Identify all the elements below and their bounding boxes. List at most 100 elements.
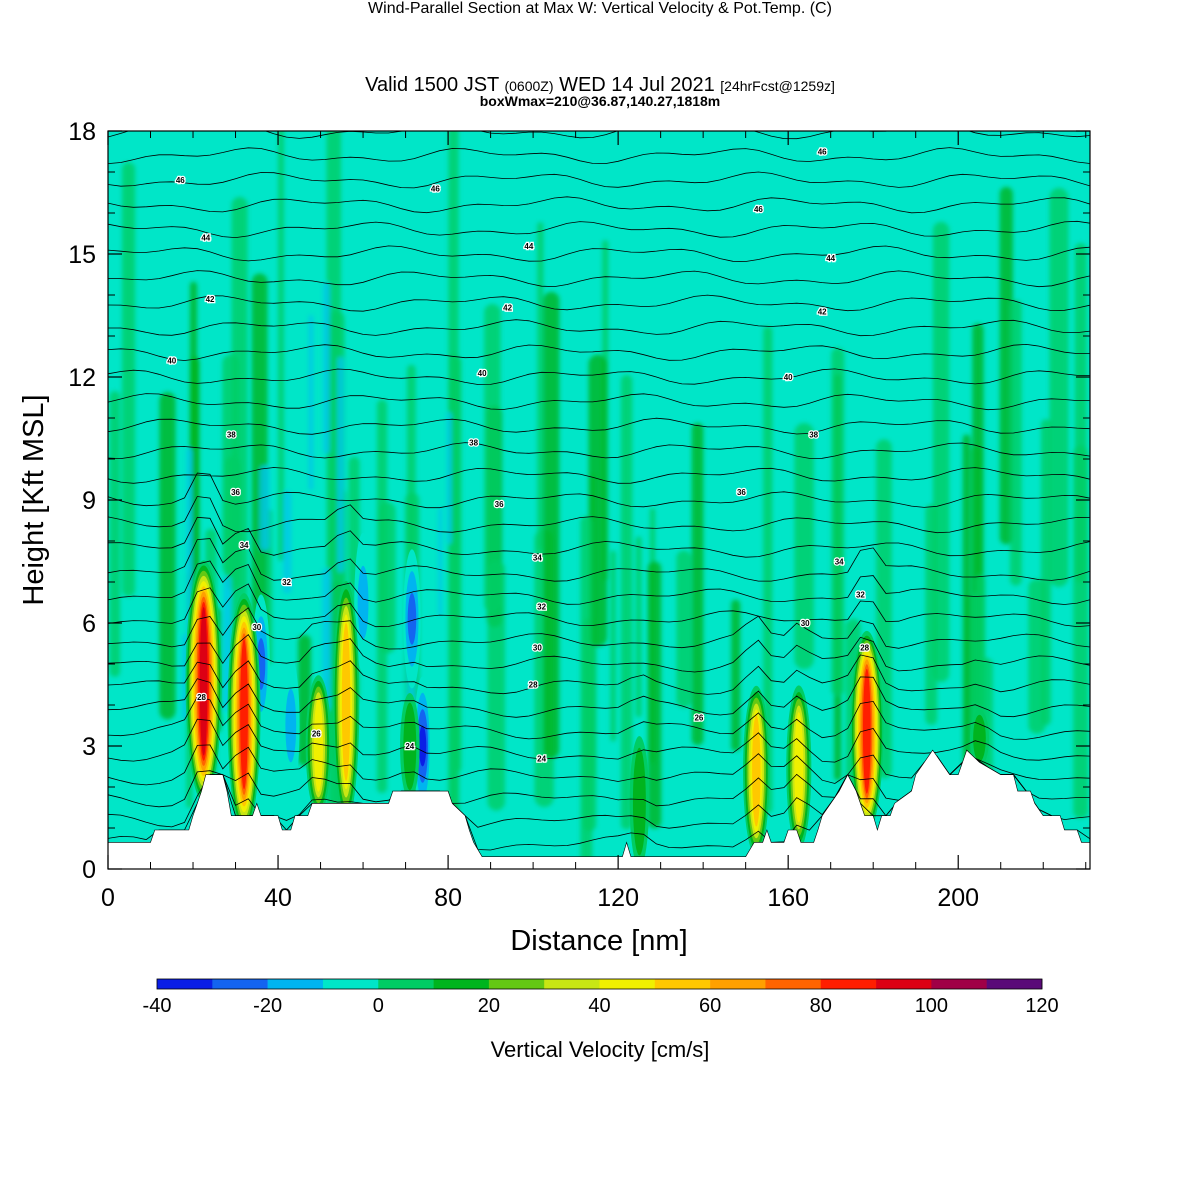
theta-contour [108,131,1090,140]
valid-time-line: Valid 1500 JST (0600Z) WED 14 Jul 2021 [… [0,74,1200,97]
theta-contour [108,472,1090,509]
colorbar-swatch [157,979,213,989]
theta-label: 30 [533,644,542,653]
theta-label: 38 [809,430,818,439]
colorbar-swatch [378,979,434,989]
theta-label: 28 [529,681,538,690]
theta-contour [108,718,1090,763]
colorbar-swatch [820,979,877,989]
updraft-streak [580,516,593,868]
theta-contour [108,270,1090,288]
updraft-streak [610,550,616,742]
theta-labels: 46 46 46 46 44 44 44 42 42 42 40 40 40 38 38 38 36 36 36 34… [166,146,871,764]
y-tick-label: 9 [82,487,96,515]
updraft-core [341,622,351,781]
weak-updraft-streaks [109,131,1089,869]
theta-contour [108,467,1090,484]
downdraft-core [407,593,417,645]
copyright-mark: (C) [809,0,832,17]
updraft-core [632,747,646,856]
theta-label: 42 [818,307,827,316]
downdraft-streak [323,282,330,454]
downdraft-streak [186,448,193,644]
theta-label: 32 [856,590,865,599]
updraft-core [752,715,761,827]
theta-label: 40 [784,373,793,382]
downdraft-streak [260,465,270,551]
colorbar-swatch [710,979,766,989]
updraft-streak [999,186,1013,545]
updraft-core [240,638,248,790]
y-tick-label: 3 [82,733,96,761]
updraft-streak [731,599,741,752]
chart-title: Wind-Parallel Section at Max W: Vertical… [0,0,1200,18]
updraft-core [199,607,208,756]
updraft-streak [647,561,662,829]
updraft-streak [635,536,642,718]
theta-label: 30 [801,619,810,628]
x-tick-label: 0 [101,884,115,912]
downdraft-streak [438,507,443,616]
colorbar-tick-label: -20 [253,995,282,1017]
theta-label: 40 [478,369,487,378]
x-axis-label: Distance [nm] [510,925,687,957]
theta-label: 36 [495,500,504,509]
updraft-streak [109,391,121,677]
colorbar-tick-label: 100 [915,995,948,1017]
y-tick-label: 18 [68,118,96,146]
theta-contour [108,560,1090,605]
updraft-streak [691,423,704,746]
theta-label: 28 [860,644,869,653]
updraft-streak [278,131,284,561]
y-tick-label: 15 [68,241,96,269]
updraft-streak [537,222,544,550]
y-tick-label: 6 [82,610,96,638]
x-tick-label: 80 [434,884,462,912]
updraft-streak [487,560,506,811]
theta-label: 30 [252,623,261,632]
theta-contour [108,319,1090,337]
colorbar-swatch [544,979,600,989]
theta-contour [108,516,1090,558]
colorbar-label: Vertical Velocity [cm/s] [491,1037,710,1062]
y-tick-label: 12 [68,364,96,392]
theta-contour [108,343,1090,361]
x-tick-label: 200 [937,884,979,912]
colorbar-tick-label: 20 [478,995,500,1017]
colorbar-swatch [931,979,987,989]
theta-label: 32 [282,578,291,587]
colorbar-tick-label: 60 [699,995,721,1017]
theta-contour [108,368,1090,385]
theta-label: 34 [835,558,844,567]
updraft-streak [251,273,268,641]
colorbar-swatch [433,979,490,989]
theta-label: 46 [754,205,763,214]
x-tick-label: 120 [597,884,639,912]
theta-contours [108,131,1090,851]
colorbar-tick-label: 0 [373,995,384,1017]
downdraft-streak [337,356,344,573]
theta-label: 26 [312,730,321,739]
updraft-streak [484,304,501,613]
colorbar-tick-label: 80 [810,995,832,1017]
theta-label: 42 [503,303,512,312]
downdraft-streak [322,567,332,711]
theta-contour [108,442,1090,460]
valid-zulu: (0600Z) [504,78,554,94]
colorbar-swatch [986,979,1043,989]
downdraft-core [418,725,427,767]
theta-label: 46 [431,184,440,193]
y-axis-label: Height [Kft MSL] [18,394,50,605]
theta-contour [108,496,1090,534]
updraft-core [313,697,323,792]
theta-label: 36 [737,488,746,497]
theta-contour [108,538,1090,582]
theta-contour [108,220,1090,239]
updraft-core [862,668,871,794]
theta-label: 36 [231,488,240,497]
downdraft-core [357,565,369,640]
downdraft-core [285,688,297,763]
theta-label: 42 [206,295,215,304]
theta-contour [108,393,1090,411]
